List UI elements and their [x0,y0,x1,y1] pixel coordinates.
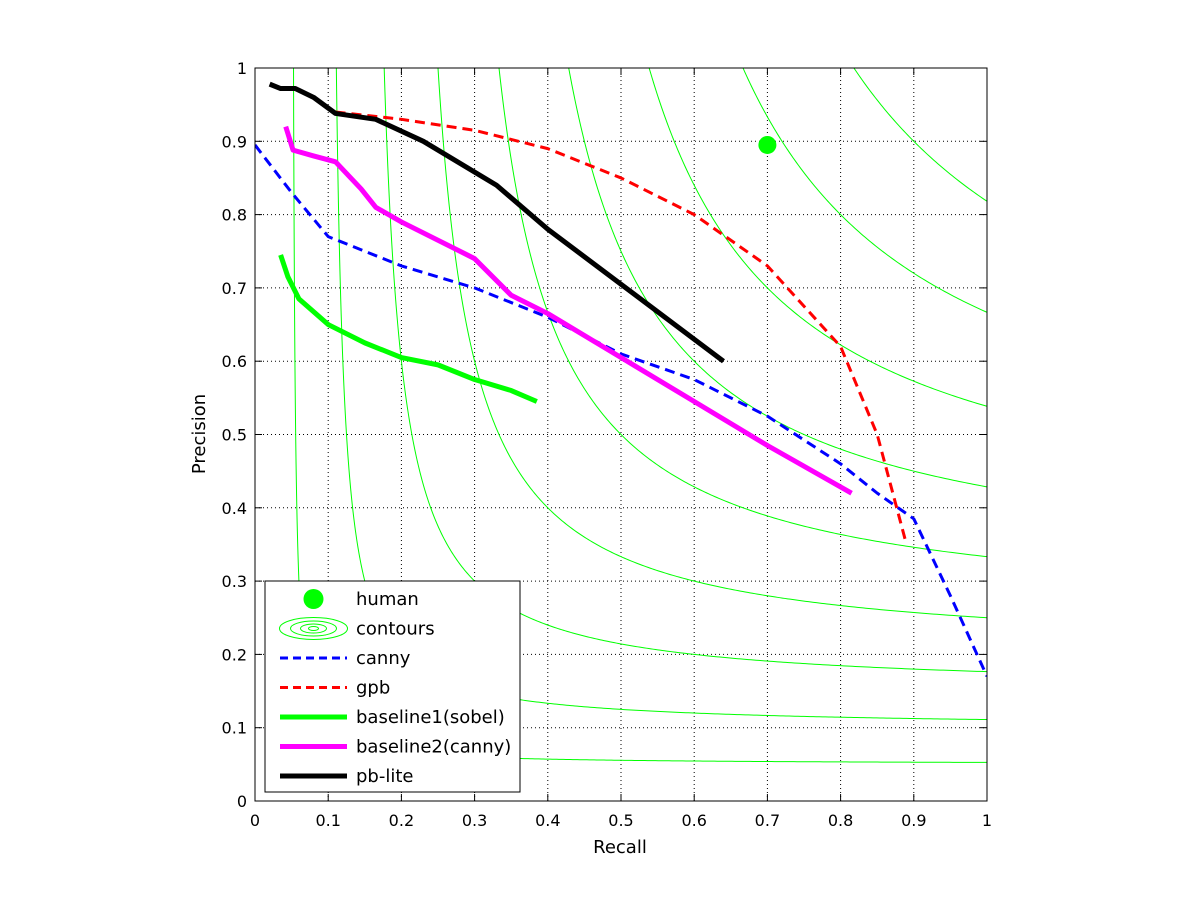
x-tick-label: 0.8 [828,811,853,830]
legend-marker-contours [279,617,348,640]
series-line-canny [255,144,987,678]
y-tick-label: 0.4 [222,499,247,518]
x-axis-label: Recall [593,837,647,858]
legend-contour-ring [290,620,337,637]
x-tick-label: 0.6 [681,811,706,830]
y-tick-label: 1 [237,59,247,78]
x-tick-label: 0.5 [608,811,633,830]
legend-contour-ring [308,626,319,631]
series-layer [255,81,987,678]
y-tick-label: 0.8 [222,206,247,225]
y-tick-label: 0.9 [222,132,247,151]
legend: human contours canny gpb baseline1(sobel) bas… [264,580,521,793]
y-tick-label: 0.3 [222,572,247,591]
x-tick-label: 0.3 [462,811,487,830]
contour-line-f-0.7 [648,68,987,407]
legend-contour-ring [279,617,348,640]
contour-line-f-0.6 [568,68,987,488]
legend-label-human: human [356,589,419,610]
legend-label-contours: contours [356,619,435,640]
series-point-human [758,135,777,154]
legend-label-pb-lite: pb-lite [356,766,413,787]
x-tick-label: 0.2 [389,811,414,830]
y-tick-label: 0.6 [222,352,247,371]
y-tick-label: 0.5 [222,426,247,445]
legend-label-baseline1-sobel: baseline1(sobel) [356,707,505,728]
y-tick-label: 0.2 [222,645,247,664]
ticks: 0 0.1 0.2 0.3 0.4 0.5 0.6 0.7 0.8 0.9 1 0 0.1 0.2 0.3 0… [222,59,993,830]
series-line-baseline1-sobel [278,254,538,404]
y-tick-label: 0 [237,792,247,811]
x-tick-label: 1 [982,811,992,830]
legend-label-canny: canny [356,648,411,669]
legend-contour-ring [300,623,327,634]
contour-line-f-0.8 [742,68,987,313]
y-tick-label: 0.7 [222,279,247,298]
legend-marker-human [303,589,324,609]
contour-line-f-0.5 [498,68,987,558]
series-line-gpb [335,110,908,545]
x-tick-label: 0.1 [315,811,340,830]
contour-line-f-0.4 [437,68,987,619]
legend-box [264,580,521,793]
x-tick-label: 0.9 [901,811,926,830]
y-tick-label: 0.1 [222,719,247,738]
contour-line-f-0.9 [853,68,987,202]
legend-label-baseline2-canny: baseline2(canny) [356,737,511,758]
y-axis-label: Precision [189,394,210,474]
legend-label-gpb: gpb [356,678,390,699]
x-tick-label: 0.7 [755,811,780,830]
x-tick-label: 0.4 [535,811,560,830]
series-line-pb-lite [268,81,725,364]
series-line-baseline2-canny [283,125,853,496]
x-tick-label: 0 [250,811,260,830]
